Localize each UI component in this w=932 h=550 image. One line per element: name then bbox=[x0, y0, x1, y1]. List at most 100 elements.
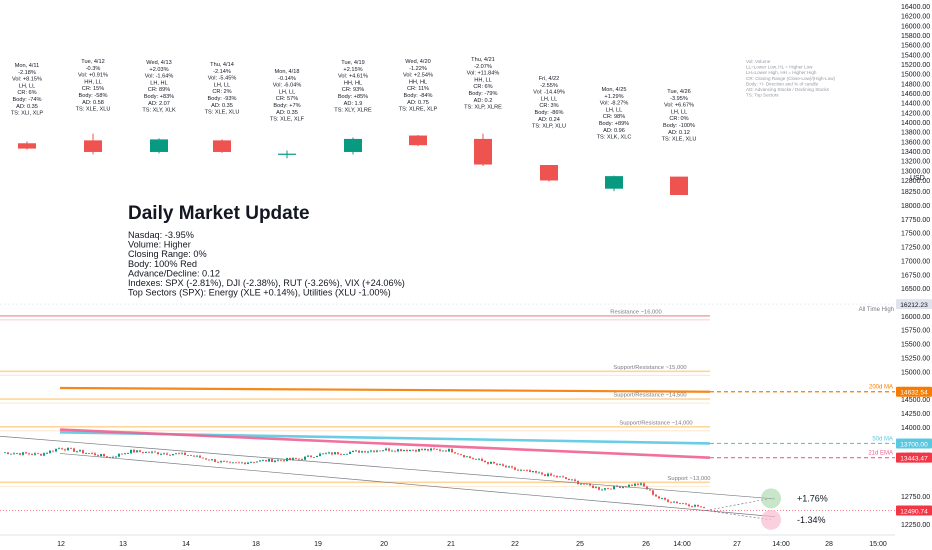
intraday-candle-body bbox=[49, 450, 51, 454]
intraday-candle-body bbox=[577, 480, 579, 485]
intraday-candle-body bbox=[385, 448, 387, 451]
daily-box-line: -3.95% bbox=[670, 96, 688, 102]
intraday-candle-body bbox=[235, 462, 237, 464]
x-axis-tick-label: 13 bbox=[119, 541, 127, 548]
daily-box-line: CR: 11% bbox=[407, 86, 429, 92]
daily-candle-body bbox=[84, 140, 102, 152]
main-axis-tick-label: 17000.00 bbox=[901, 258, 930, 265]
daily-box-line: AD: 0.75 bbox=[407, 100, 429, 106]
intraday-candle-body bbox=[55, 449, 57, 452]
main-axis-tick-label: 15250.00 bbox=[901, 355, 930, 362]
upper-axis-tick-label: 14200.00 bbox=[901, 110, 930, 117]
intraday-candle-body bbox=[340, 454, 342, 455]
daily-box-line: -0.14% bbox=[278, 76, 296, 82]
intraday-candle-body bbox=[277, 459, 279, 461]
daily-box-line: -0.3% bbox=[86, 66, 101, 72]
intraday-candle-body bbox=[670, 501, 672, 503]
daily-box-line: Body: -79% bbox=[469, 91, 498, 97]
intraday-candle-body bbox=[379, 450, 381, 452]
level-label: Support ~13,000 bbox=[667, 476, 710, 482]
daily-candle-body bbox=[150, 139, 168, 152]
daily-box-line: Thu, 4/14 bbox=[210, 62, 234, 68]
intraday-candle-body bbox=[307, 455, 309, 457]
intraday-candle-body bbox=[16, 453, 18, 455]
intraday-candle-body bbox=[685, 503, 687, 505]
intraday-candle-body bbox=[100, 453, 102, 457]
intraday-candle-body bbox=[391, 450, 393, 452]
intraday-candle-body bbox=[121, 453, 123, 455]
daily-box-line: CR: 57% bbox=[276, 96, 298, 102]
intraday-candle-body bbox=[118, 453, 120, 457]
intraday-candle-body bbox=[691, 506, 693, 507]
intraday-candle-body bbox=[43, 453, 45, 456]
daily-box-line: Body: +85% bbox=[338, 94, 368, 100]
intraday-candle-body bbox=[553, 475, 555, 477]
intraday-candle-body bbox=[364, 451, 366, 453]
intraday-candle-body bbox=[580, 483, 582, 485]
daily-box-line: -1.22% bbox=[409, 66, 427, 72]
daily-box-line: LH, LL bbox=[606, 107, 622, 113]
intraday-candle-body bbox=[505, 465, 507, 468]
intraday-candle-body bbox=[58, 448, 60, 450]
daily-box-line: -2.55% bbox=[540, 83, 558, 89]
intraday-candle-body bbox=[289, 457, 291, 460]
intraday-candle-body bbox=[172, 454, 174, 456]
intraday-candle-body bbox=[298, 458, 300, 460]
intraday-candle-body bbox=[688, 504, 690, 507]
intraday-candle-body bbox=[403, 450, 405, 452]
intraday-candle-body bbox=[130, 449, 132, 454]
intraday-candle-body bbox=[511, 466, 513, 468]
intraday-candle-body bbox=[421, 448, 423, 451]
intraday-candle-body bbox=[517, 469, 519, 471]
intraday-candle-body bbox=[574, 479, 576, 481]
intraday-candle-body bbox=[541, 472, 543, 475]
intraday-candle-body bbox=[184, 452, 186, 456]
intraday-candle-body bbox=[256, 461, 258, 463]
intraday-candle-body bbox=[676, 501, 678, 504]
intraday-candle-body bbox=[304, 456, 306, 460]
intraday-candle-body bbox=[280, 459, 282, 461]
daily-box-line: Wed, 4/20 bbox=[405, 59, 430, 65]
intraday-candle-body bbox=[13, 453, 15, 455]
legend-note: Body: +/- Direction and % of candle bbox=[746, 81, 819, 86]
intraday-candle-body bbox=[520, 469, 522, 471]
daily-box-line: Body: +83% bbox=[144, 94, 174, 100]
daily-box-line: Vol: -14.49% bbox=[533, 90, 565, 96]
summary-line: Nasdaq: -3.95% bbox=[128, 230, 194, 240]
intraday-candle-body bbox=[199, 455, 201, 458]
intraday-candle-body bbox=[472, 458, 474, 460]
daily-box-line: TS: XLY, XLK bbox=[142, 108, 176, 114]
intraday-candle-body bbox=[151, 451, 153, 453]
intraday-candle-body bbox=[124, 453, 126, 455]
intraday-candle-body bbox=[232, 462, 234, 464]
intraday-candle-body bbox=[376, 450, 378, 452]
intraday-candle-body bbox=[571, 479, 573, 481]
intraday-candle-body bbox=[451, 448, 453, 453]
daily-box-line: Vol: +6.67% bbox=[664, 103, 694, 109]
intraday-candle-body bbox=[61, 448, 63, 450]
main-axis-tick-label: 15750.00 bbox=[901, 328, 930, 335]
main-axis-tick-label: 17750.00 bbox=[901, 217, 930, 224]
summary-line: Volume: Higher bbox=[128, 240, 191, 250]
intraday-candle-body bbox=[97, 455, 99, 457]
daily-box-line: Fri, 4/22 bbox=[539, 76, 560, 82]
daily-box-line: AD: 0.35 bbox=[211, 103, 233, 109]
intraday-candle-body bbox=[328, 452, 330, 454]
daily-candle-body bbox=[344, 138, 362, 152]
intraday-candle-body bbox=[214, 459, 216, 462]
intraday-candle-body bbox=[412, 449, 414, 451]
intraday-candle-body bbox=[643, 483, 645, 487]
daily-box-line: CR: 0% bbox=[669, 116, 688, 122]
intraday-candle-body bbox=[529, 470, 531, 472]
200d-ma-price-label-bg bbox=[896, 386, 932, 397]
intraday-candle-body bbox=[73, 448, 75, 452]
daily-box-line: Body: -86% bbox=[535, 110, 564, 116]
upper-axis-tick-label: 15000.00 bbox=[901, 72, 930, 79]
daily-box-line: TS: XLI, XLP bbox=[11, 111, 44, 117]
upper-axis-tick-label: 15200.00 bbox=[901, 62, 930, 69]
daily-box-line: CR: 6% bbox=[17, 90, 36, 96]
daily-box-line: LH, LL bbox=[19, 83, 35, 89]
trend-line-upper bbox=[0, 435, 776, 500]
daily-box-line: TS: XLP, XLU bbox=[532, 124, 566, 130]
intraday-candle-body bbox=[268, 459, 270, 462]
